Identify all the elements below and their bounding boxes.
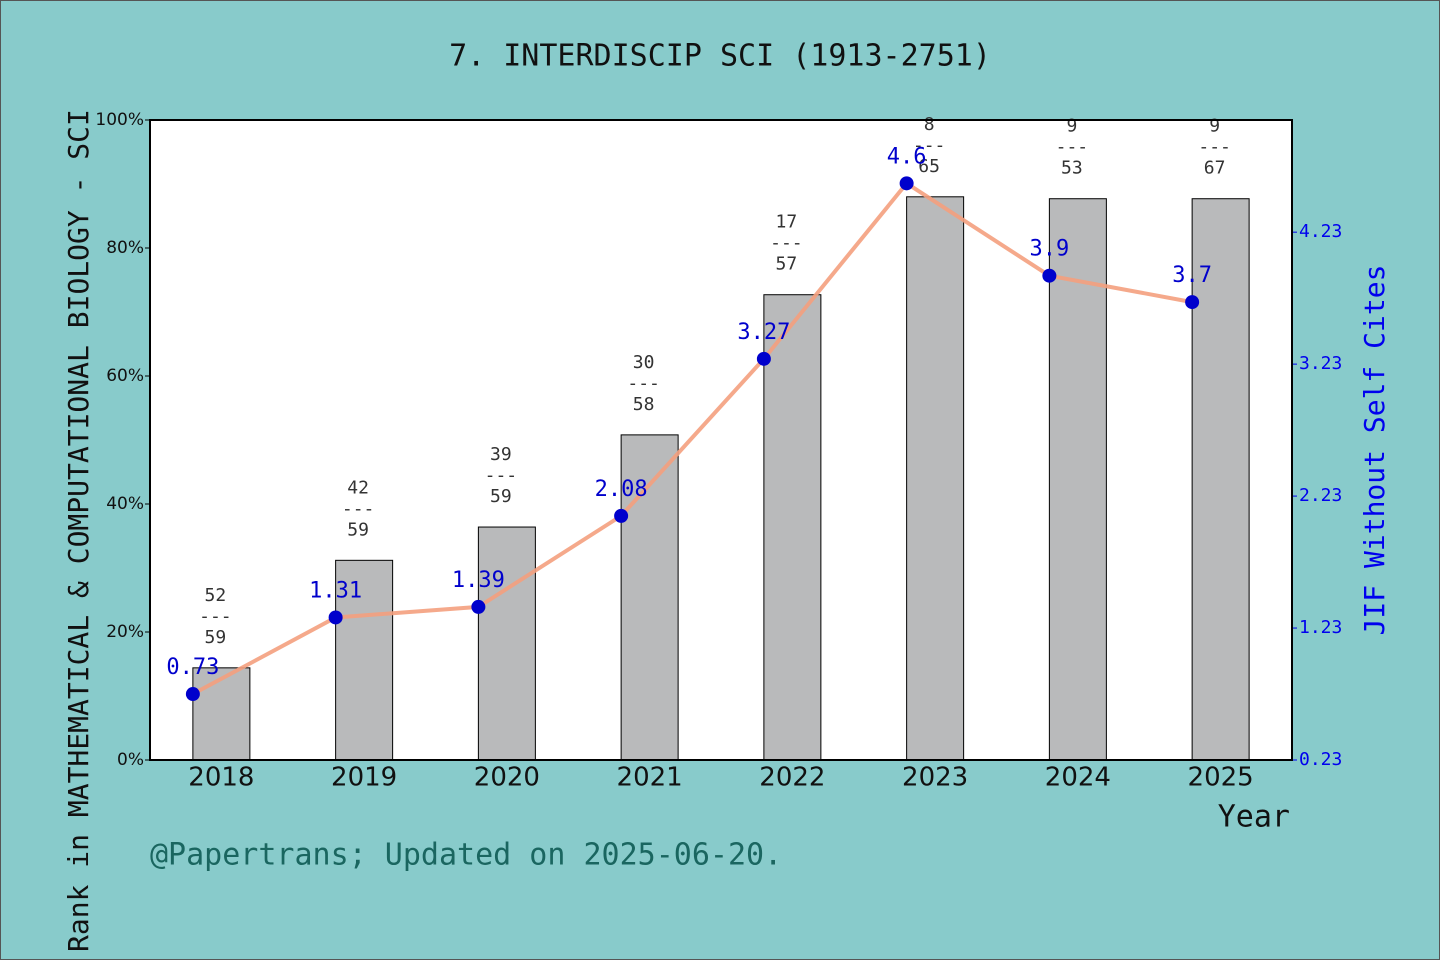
y-tick-label: 60%: [106, 366, 144, 386]
bar: [477, 526, 536, 761]
x-tick-label: 2019: [331, 763, 397, 793]
rank-label: 52: [205, 585, 227, 606]
value-label: 1.39: [452, 568, 505, 593]
value-label: 3.7: [1172, 263, 1212, 288]
rank-label: ---: [1198, 137, 1231, 158]
bar: [192, 667, 251, 761]
rank-label: ---: [627, 373, 660, 394]
x-tick-label: 2022: [759, 763, 825, 793]
value-label: 1.31: [309, 578, 362, 603]
line-marker: [471, 599, 486, 614]
bar: [763, 294, 822, 761]
rank-label: 53: [1061, 158, 1083, 179]
rank-label: ---: [913, 135, 946, 156]
rank-label: 9: [1066, 116, 1077, 137]
line: [191, 180, 1193, 696]
plot-area: [150, 120, 1292, 760]
y-tick-label: 0%: [117, 750, 144, 770]
rank-label: 30: [633, 352, 655, 373]
value-label: 4.6: [887, 144, 927, 169]
rank-label: 39: [490, 444, 512, 465]
rank-label: 8: [924, 114, 935, 135]
bar: [1048, 198, 1107, 761]
y-axis-label: Rank in MATHEMATICAL & COMPUTATIONAL BIO…: [62, 109, 95, 952]
x-tick-label: 2024: [1045, 763, 1111, 793]
plot-frame: [149, 119, 1293, 761]
rank-label: ---: [1056, 137, 1089, 158]
value-label: 2.08: [595, 477, 648, 502]
value-label: 0.73: [166, 655, 219, 680]
rank-label: 57: [776, 254, 798, 275]
rank-label: ---: [485, 465, 518, 486]
value-label: 3.9: [1030, 237, 1070, 262]
line-marker: [185, 687, 200, 702]
rank-label: 59: [205, 627, 227, 648]
x-axis-label: Year: [1218, 800, 1290, 835]
x-tick-label: 2025: [1188, 763, 1254, 793]
x-tick-label: 2021: [617, 763, 683, 793]
y-tick-label: 80%: [106, 238, 144, 258]
line-marker: [899, 176, 914, 191]
x-tick-label: 2018: [188, 763, 254, 793]
bar: [1191, 198, 1250, 761]
footer: @Papertrans; Updated on 2025-06-20.: [150, 838, 782, 873]
line-marker: [1042, 268, 1057, 283]
rank-label: 67: [1204, 158, 1226, 179]
x-tick-label: 2020: [474, 763, 540, 793]
y2-tick-label: 2.23: [1299, 485, 1342, 506]
line-marker: [1185, 295, 1200, 310]
chart-title: 7. INTERDISCIP SCI (1913-2751): [449, 39, 991, 74]
rank-label: 9: [1209, 116, 1220, 137]
y2-tick-label: 0.23: [1299, 749, 1342, 770]
line-marker: [756, 351, 771, 366]
y2-tick-label: 4.23: [1299, 221, 1342, 242]
y-tick-label: 100%: [95, 110, 144, 130]
x-tick-label: 2023: [902, 763, 968, 793]
value-label: 3.27: [737, 320, 790, 345]
line-marker: [328, 610, 343, 625]
rank-label: 59: [490, 486, 512, 507]
bar: [335, 559, 394, 761]
bar: [906, 196, 965, 761]
y2-tick-label: 3.23: [1299, 353, 1342, 374]
rank-label: 42: [347, 477, 369, 498]
rank-label: 17: [776, 212, 798, 233]
y2-axis-label: JIF Without Self Cites: [1358, 265, 1391, 636]
rank-label: 65: [918, 156, 940, 177]
bar: [620, 434, 679, 761]
rank-label: 59: [347, 519, 369, 540]
rank-label: ---: [770, 233, 803, 254]
y-tick-label: 20%: [106, 622, 144, 642]
y2-tick-label: 1.23: [1299, 617, 1342, 638]
line-marker: [614, 508, 629, 523]
rank-label: ---: [342, 498, 375, 519]
y-tick-label: 40%: [106, 494, 144, 514]
rank-label: ---: [199, 606, 232, 627]
rank-label: 58: [633, 394, 655, 415]
